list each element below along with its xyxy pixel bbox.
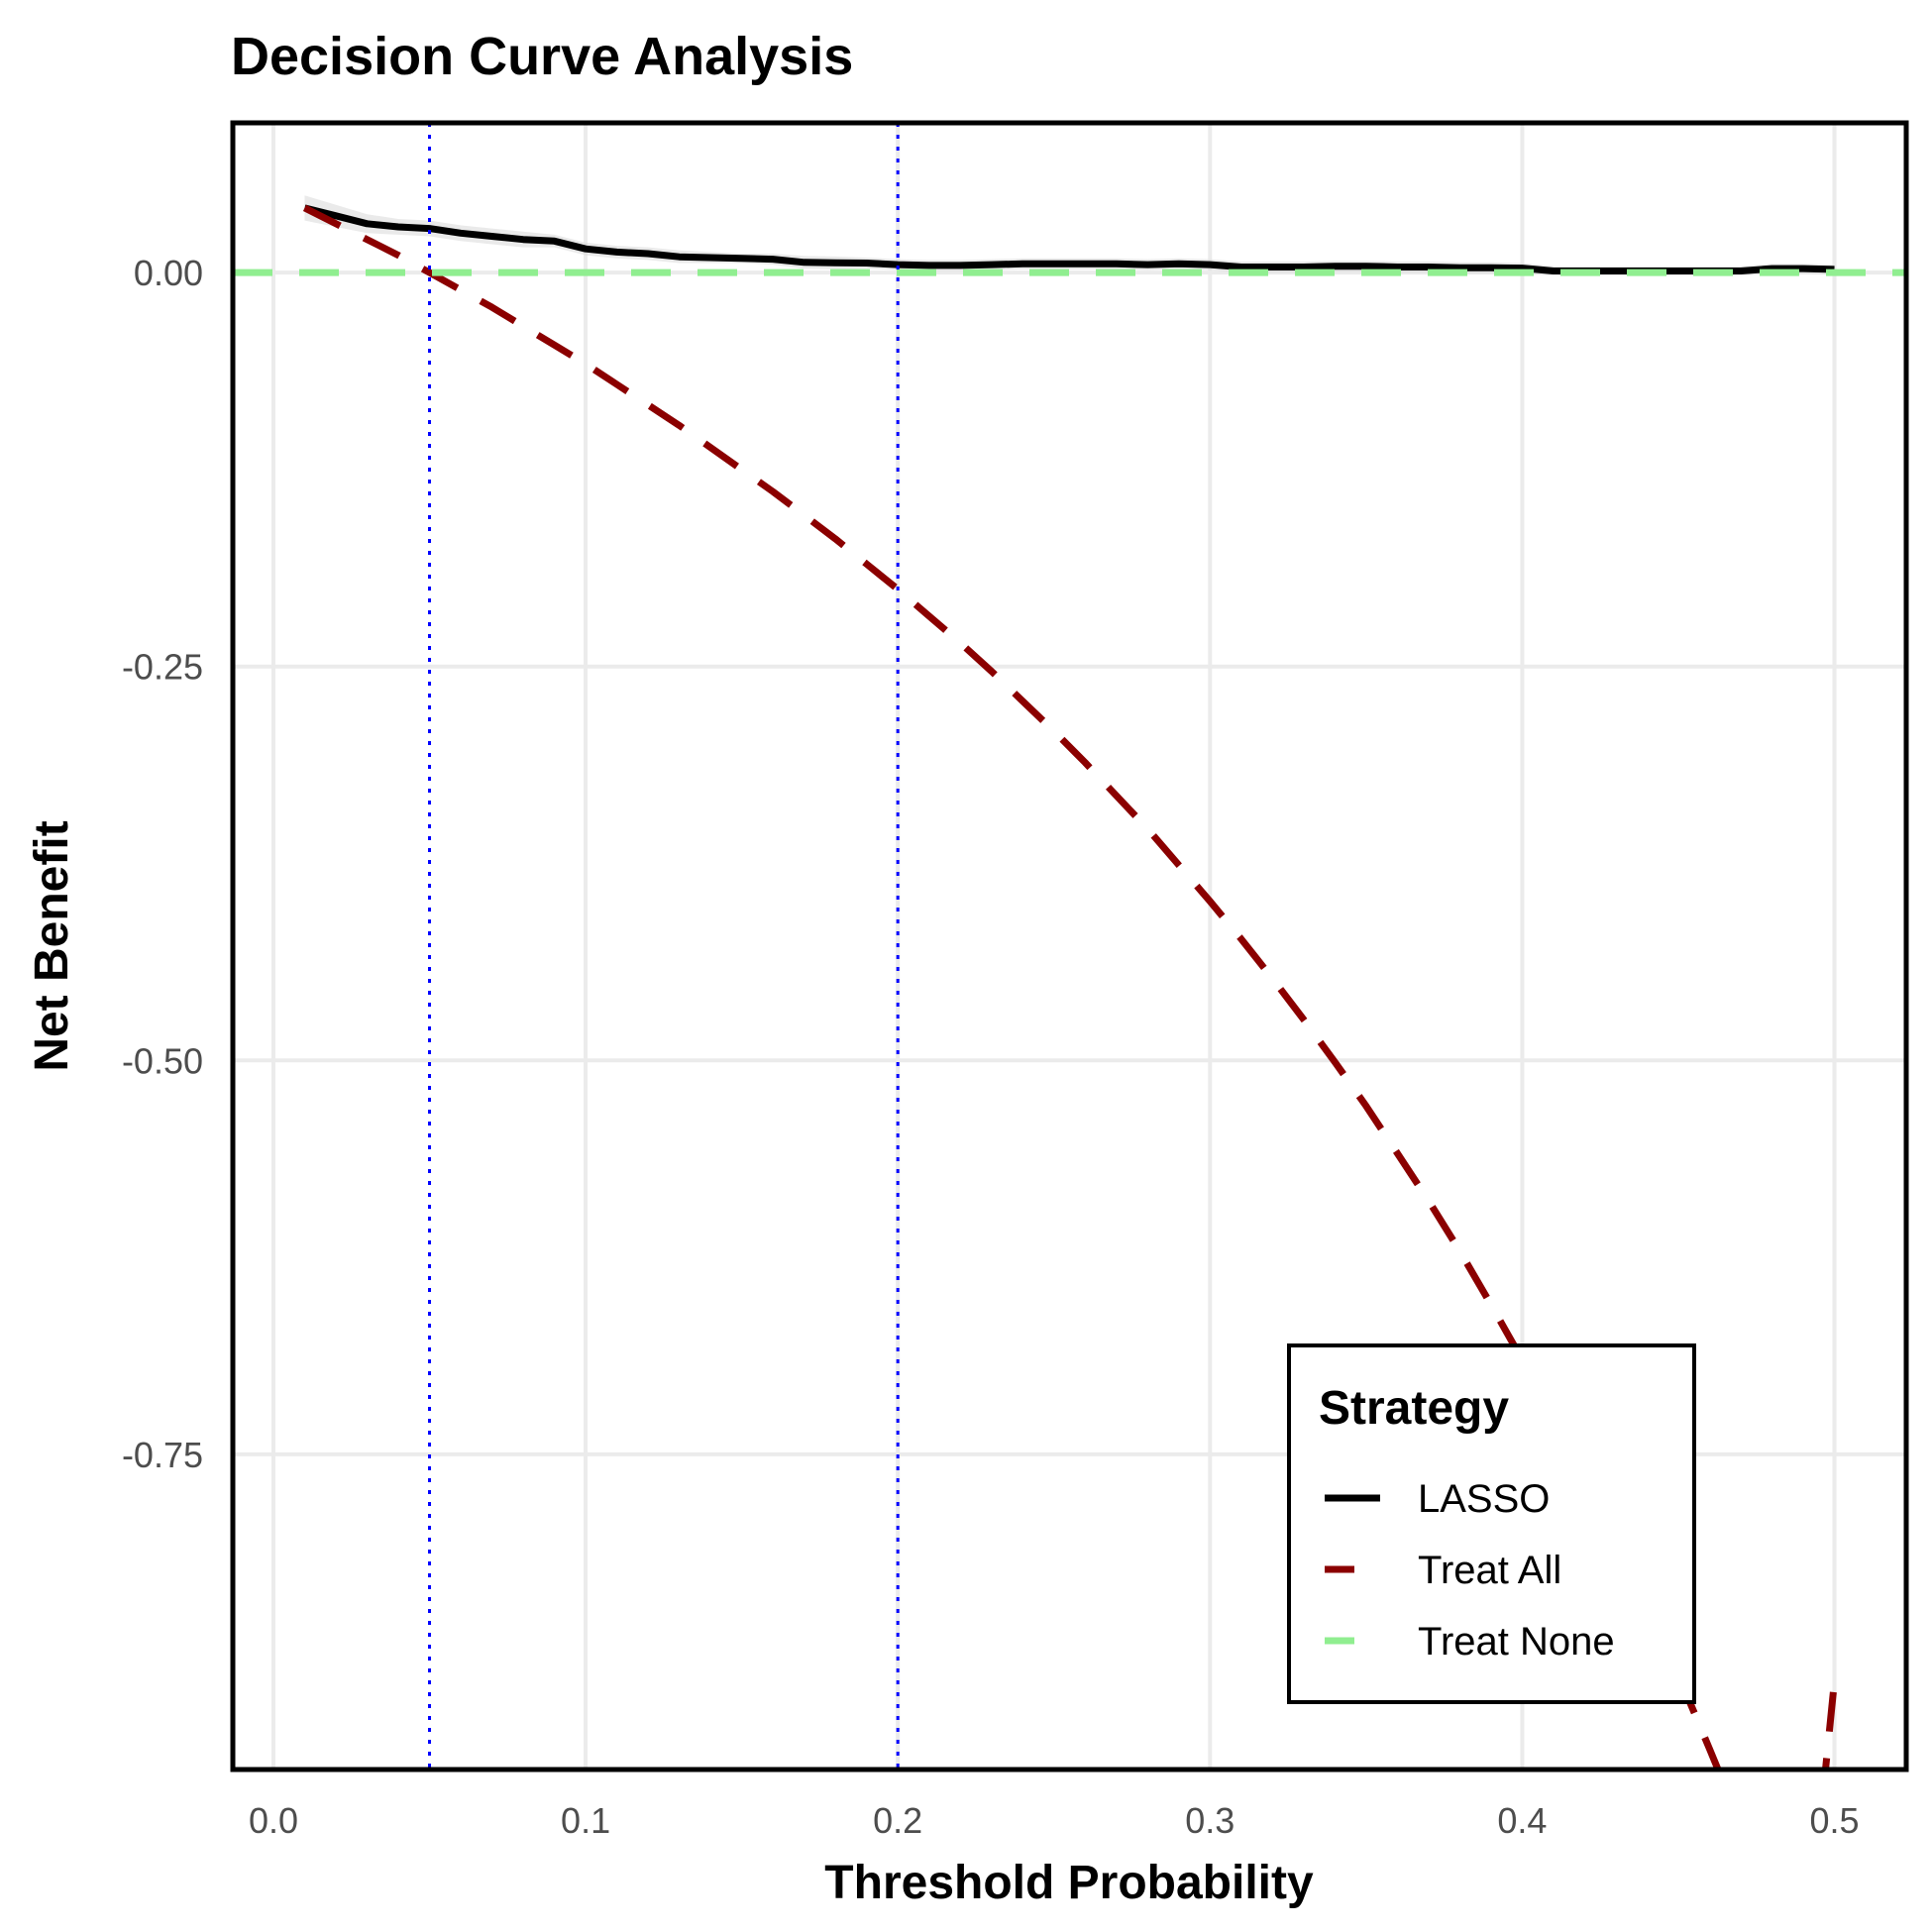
x-tick-label-1: 0.1 — [561, 1800, 610, 1841]
x-tick-label-2: 0.2 — [873, 1800, 922, 1841]
x-tick-label-0: 0.0 — [249, 1800, 298, 1841]
legend: Strategy LASSO Treat All Treat None — [1287, 1343, 1696, 1704]
legend-title: Strategy — [1319, 1382, 1509, 1435]
legend-box — [1287, 1343, 1696, 1704]
legend-items: LASSO Treat All Treat None — [1325, 1477, 1615, 1664]
reference-lines — [428, 123, 900, 1770]
x-tick-label-5: 0.5 — [1810, 1800, 1860, 1841]
plot-panel-border — [230, 120, 1909, 1772]
legend-label-2: Treat None — [1418, 1620, 1615, 1664]
series-line-0 — [303, 204, 1835, 274]
y-tick-label-3: -0.75 — [122, 1435, 203, 1475]
legend-label-0: LASSO — [1418, 1477, 1550, 1521]
x-tick-label-4: 0.4 — [1497, 1800, 1547, 1841]
chart-title: Decision Curve Analysis — [231, 27, 853, 86]
x-axis-title: Threshold Probability — [824, 1857, 1314, 1909]
y-tick-label-2: -0.50 — [122, 1040, 203, 1081]
y-axis-title: Net Benefit — [26, 820, 78, 1071]
legend-label-1: Treat All — [1418, 1549, 1561, 1592]
axis-ticks: 0.0 0.1 0.2 0.3 0.4 0.5 0.00 -0.25 -0.50 -0.75 — [122, 253, 1860, 1841]
y-tick-label-0: 0.00 — [134, 253, 203, 293]
y-tick-label-1: -0.25 — [122, 647, 203, 688]
x-tick-label-3: 0.3 — [1185, 1800, 1234, 1841]
